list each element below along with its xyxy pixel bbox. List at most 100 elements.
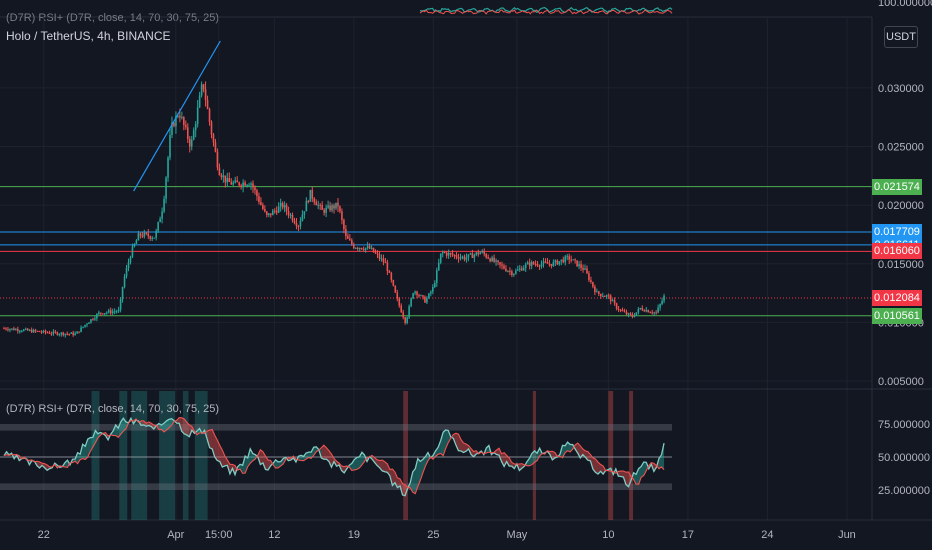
candle-body xyxy=(432,287,434,292)
candle-body xyxy=(283,205,286,208)
rsi-zone xyxy=(182,391,189,520)
candle-body xyxy=(42,330,45,333)
candle-body xyxy=(202,84,205,90)
rsi-fill-segment xyxy=(328,450,332,468)
candle-body xyxy=(522,268,525,271)
currency-button[interactable]: USDT xyxy=(884,26,918,48)
candle-body xyxy=(513,273,515,275)
candle-body xyxy=(530,262,533,266)
candle-body xyxy=(38,331,41,333)
rsi-tick-label: 75.000000 xyxy=(878,419,930,431)
top-pane-line xyxy=(419,6,673,14)
candle-body xyxy=(364,247,367,250)
candle-body xyxy=(520,268,523,271)
candle-body xyxy=(467,254,470,258)
candle-body xyxy=(275,210,278,213)
candle-body xyxy=(295,223,298,227)
candle-body xyxy=(325,207,327,213)
rsi-axis: 75.000000 50.000000 25.000000 xyxy=(878,419,930,497)
candle-body xyxy=(386,262,389,272)
candle-body xyxy=(177,115,179,117)
candle-body xyxy=(216,151,219,168)
horizontal-levels[interactable] xyxy=(0,186,872,317)
candle-body xyxy=(663,295,665,301)
candle-body xyxy=(534,263,537,265)
candle-body xyxy=(13,328,15,331)
trend-line[interactable] xyxy=(133,40,221,192)
candle-body xyxy=(232,182,235,185)
rsi-fill-segment xyxy=(356,456,360,470)
rsi-fill-segment xyxy=(633,472,637,485)
candle-body xyxy=(188,138,191,147)
rsi-upper-band xyxy=(0,424,672,431)
candle-body xyxy=(171,122,173,136)
candle-body xyxy=(518,268,521,270)
candle-body xyxy=(145,232,148,234)
price-tag: 0.016060 xyxy=(872,243,922,260)
rsi-signal-line xyxy=(3,417,665,495)
candle-body xyxy=(408,306,410,318)
candle-body xyxy=(511,271,513,275)
candle-body xyxy=(34,329,37,332)
candle-body xyxy=(572,259,574,261)
rsi-fill-segment xyxy=(273,459,276,469)
candle-body xyxy=(633,315,636,317)
rsi-fill-segment xyxy=(661,443,665,470)
rsi-fill-segment xyxy=(463,442,467,453)
candle-body xyxy=(125,268,128,277)
candle-body xyxy=(260,202,262,205)
candle-body xyxy=(544,261,547,263)
candle-body xyxy=(254,187,256,191)
candle-body xyxy=(627,313,630,315)
candle-body xyxy=(465,257,468,260)
candle-body xyxy=(273,210,276,212)
candle-body xyxy=(123,276,126,287)
candle-body xyxy=(131,246,134,258)
top-collapsed-pane[interactable]: (D7R) RSI+ (D7R, close, 14, 70, 30, 75, … xyxy=(0,0,932,24)
candle-body xyxy=(100,312,102,314)
candle-body xyxy=(317,204,320,206)
candle-body xyxy=(135,240,138,244)
price-tick-label: 0.005000 xyxy=(878,376,924,388)
candle-body xyxy=(461,256,464,258)
candle-body xyxy=(384,262,387,264)
price-tag: 0.012084 xyxy=(872,289,922,306)
candle-body xyxy=(9,329,11,331)
candle-body xyxy=(70,332,72,334)
candle-body xyxy=(657,307,659,313)
candle-body xyxy=(256,190,258,197)
candle-body xyxy=(271,210,274,216)
candle-body xyxy=(349,238,351,241)
candle-body xyxy=(287,211,290,216)
candle-body xyxy=(352,244,355,249)
candle-body xyxy=(76,331,78,334)
time-axis[interactable]: 22 Apr 15:00 12 19 25 May 10 17 24 Jun xyxy=(38,529,856,541)
candle-body xyxy=(82,326,84,328)
candle-body xyxy=(24,328,27,330)
candle-body xyxy=(576,260,578,267)
rsi-fill-segment xyxy=(82,444,86,460)
candle-body xyxy=(224,175,227,183)
candle-body xyxy=(200,84,203,96)
rsi-fill-segment xyxy=(224,456,228,466)
candle-body xyxy=(11,328,13,330)
candle-body xyxy=(645,310,648,312)
candle-body xyxy=(613,300,616,304)
rsi-fill-segment xyxy=(166,419,170,431)
rsi-fill-segment xyxy=(214,435,218,461)
candle-body xyxy=(46,332,49,334)
candle-body xyxy=(92,319,94,321)
price-tick-label: 0.015000 xyxy=(878,259,924,271)
rsi-fill-segment xyxy=(384,461,388,473)
candle-body xyxy=(639,308,642,310)
candle-body xyxy=(115,311,118,313)
rsi-fill-segment xyxy=(618,471,621,477)
candle-body xyxy=(331,205,333,211)
candle-body xyxy=(30,329,33,333)
candle-body xyxy=(451,253,454,256)
candle-body xyxy=(463,256,466,260)
rsi-zone xyxy=(608,391,614,520)
candle-body xyxy=(236,180,238,183)
